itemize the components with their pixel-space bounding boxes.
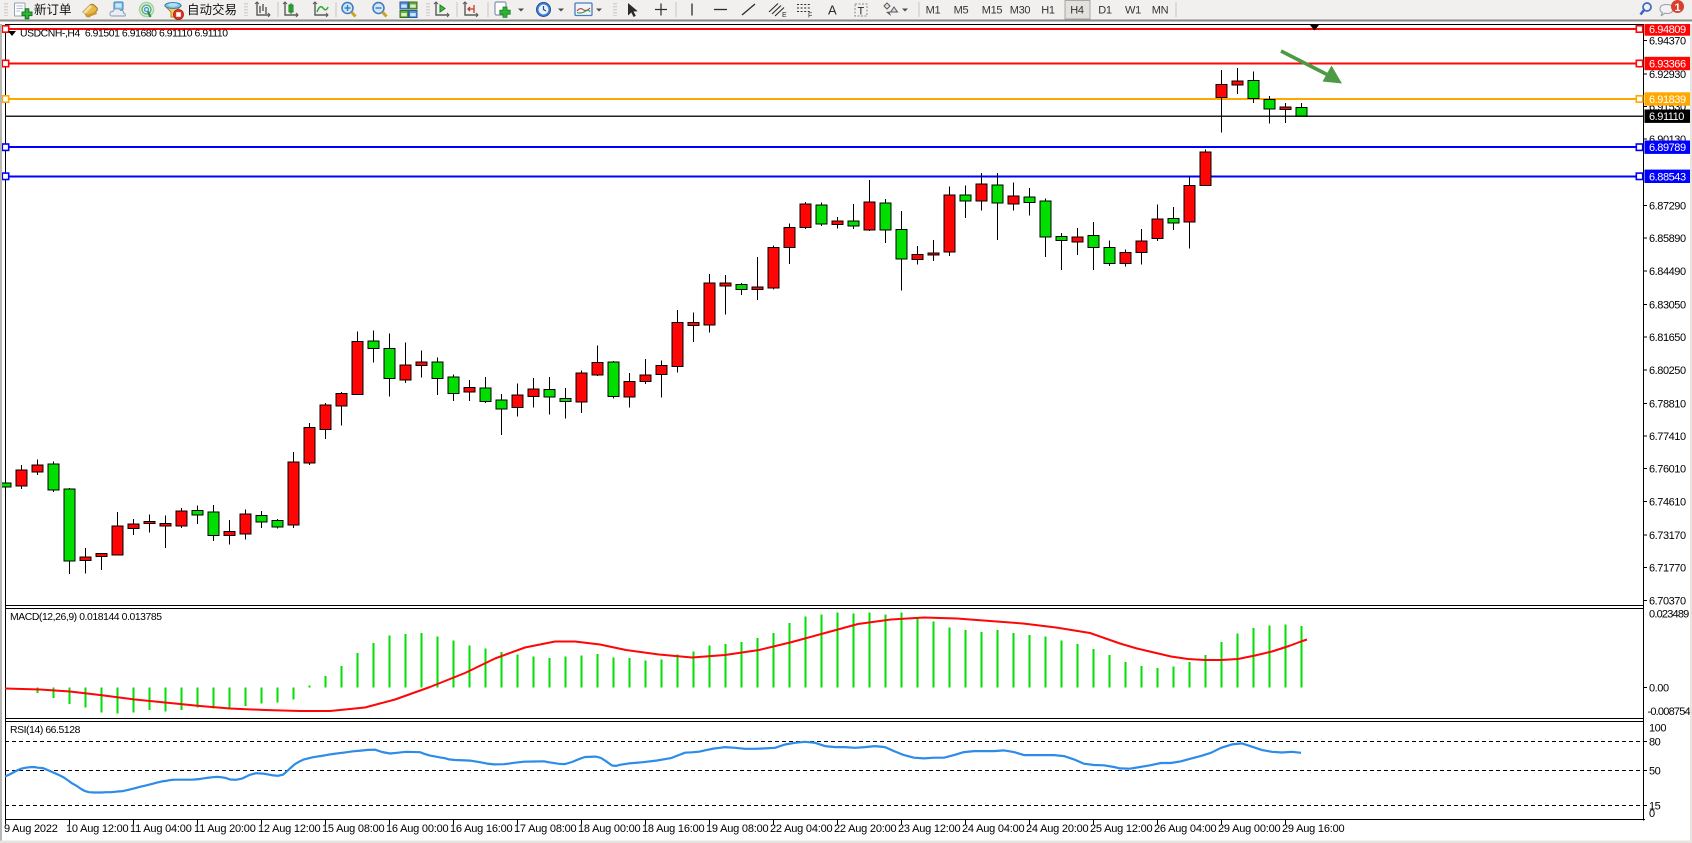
- svg-text:29 Aug 16:00: 29 Aug 16:00: [1282, 823, 1345, 835]
- svg-text:6.94370: 6.94370: [1649, 35, 1686, 47]
- svg-text:6.70370: 6.70370: [1649, 595, 1686, 607]
- svg-text:19 Aug 08:00: 19 Aug 08:00: [706, 823, 769, 835]
- svg-text:6.91110: 6.91110: [1649, 111, 1684, 123]
- svg-text:6.76010: 6.76010: [1649, 464, 1686, 476]
- svg-text:F: F: [808, 13, 812, 20]
- svg-text:100: 100: [1649, 722, 1666, 734]
- svg-text:MACD(12,26,9) 0.018144 0.01378: MACD(12,26,9) 0.018144 0.013785: [10, 612, 162, 623]
- svg-text:24 Aug 04:00: 24 Aug 04:00: [962, 823, 1025, 835]
- svg-text:M30: M30: [1010, 5, 1031, 17]
- svg-text:E: E: [782, 12, 787, 19]
- svg-text:1: 1: [1674, 2, 1680, 14]
- svg-text:22 Aug 20:00: 22 Aug 20:00: [834, 823, 897, 835]
- svg-text:12 Aug 12:00: 12 Aug 12:00: [258, 823, 321, 835]
- svg-text:6.71770: 6.71770: [1649, 563, 1686, 575]
- svg-text:24 Aug 20:00: 24 Aug 20:00: [1026, 823, 1089, 835]
- svg-text:6.91839: 6.91839: [1649, 94, 1686, 106]
- svg-text:H1: H1: [1041, 5, 1055, 17]
- svg-text:50: 50: [1649, 766, 1661, 778]
- svg-text:16 Aug 00:00: 16 Aug 00:00: [386, 823, 449, 835]
- svg-text:H4: H4: [1070, 5, 1084, 17]
- svg-text:6.93366: 6.93366: [1649, 59, 1686, 71]
- svg-text:0.023489: 0.023489: [1649, 608, 1689, 620]
- svg-text:17 Aug 08:00: 17 Aug 08:00: [514, 823, 577, 835]
- svg-text:W1: W1: [1125, 5, 1141, 17]
- svg-text:T: T: [858, 6, 865, 18]
- svg-text:18 Aug 16:00: 18 Aug 16:00: [642, 823, 705, 835]
- svg-text:6.87290: 6.87290: [1649, 201, 1686, 213]
- svg-text:6.73170: 6.73170: [1649, 530, 1686, 542]
- svg-text:6.84490: 6.84490: [1649, 266, 1686, 278]
- svg-text:M5: M5: [954, 5, 969, 17]
- svg-text:11 Aug 04:00: 11 Aug 04:00: [130, 823, 192, 835]
- svg-text:29 Aug 00:00: 29 Aug 00:00: [1218, 823, 1281, 835]
- svg-text:6.92930: 6.92930: [1649, 69, 1686, 81]
- svg-text:11 Aug 20:00: 11 Aug 20:00: [194, 823, 256, 835]
- svg-text:RSI(14) 66.5128: RSI(14) 66.5128: [10, 725, 81, 736]
- svg-text:9 Aug 2022: 9 Aug 2022: [4, 823, 58, 835]
- svg-text:6.83050: 6.83050: [1649, 299, 1686, 311]
- svg-text:USDCNH-,H4 6.91501 6.91680 6.: USDCNH-,H4 6.91501 6.91680 6.91110 6.911…: [20, 29, 228, 40]
- svg-text:15 Aug 08:00: 15 Aug 08:00: [322, 823, 385, 835]
- svg-text:6.89789: 6.89789: [1649, 142, 1686, 154]
- svg-text:0.00: 0.00: [1649, 683, 1669, 695]
- svg-text:D1: D1: [1098, 5, 1112, 17]
- svg-text:26 Aug 04:00: 26 Aug 04:00: [1154, 823, 1217, 835]
- svg-text:自动交易: 自动交易: [187, 2, 237, 17]
- svg-text:M1: M1: [926, 5, 941, 17]
- svg-text:6.94809: 6.94809: [1649, 24, 1686, 36]
- svg-text:-0.008754: -0.008754: [1648, 706, 1691, 718]
- svg-text:新订单: 新订单: [34, 2, 72, 17]
- svg-text:10 Aug 12:00: 10 Aug 12:00: [66, 823, 129, 835]
- svg-text:23 Aug 12:00: 23 Aug 12:00: [898, 823, 961, 835]
- svg-text:6.77410: 6.77410: [1649, 431, 1686, 443]
- svg-text:18 Aug 00:00: 18 Aug 00:00: [578, 823, 641, 835]
- svg-text:0: 0: [1649, 808, 1655, 820]
- svg-text:80: 80: [1649, 737, 1661, 749]
- svg-text:6.78810: 6.78810: [1649, 398, 1686, 410]
- svg-text:M15: M15: [982, 5, 1003, 17]
- svg-text:6.74610: 6.74610: [1649, 496, 1686, 508]
- svg-text:15: 15: [1649, 801, 1661, 813]
- svg-text:MN: MN: [1152, 5, 1169, 17]
- svg-text:6.88543: 6.88543: [1649, 171, 1686, 183]
- svg-text:A: A: [828, 3, 837, 18]
- svg-text:6.85890: 6.85890: [1649, 233, 1686, 245]
- svg-text:22 Aug 04:00: 22 Aug 04:00: [770, 823, 833, 835]
- svg-text:6.80250: 6.80250: [1649, 365, 1686, 377]
- svg-text:25 Aug 12:00: 25 Aug 12:00: [1090, 823, 1153, 835]
- svg-text:16 Aug 16:00: 16 Aug 16:00: [450, 823, 513, 835]
- svg-text:6.81650: 6.81650: [1649, 332, 1686, 344]
